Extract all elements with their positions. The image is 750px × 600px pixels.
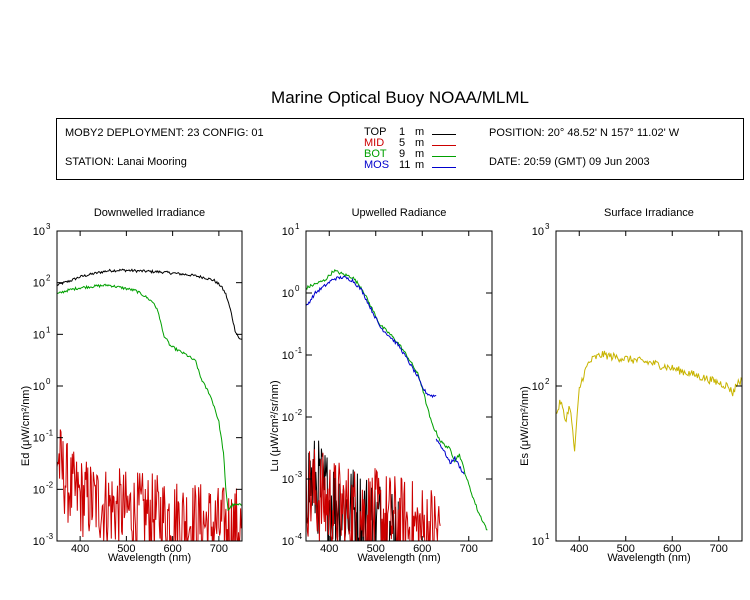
plot-panel: Downwelled Irradiance Wavelength (nm) Ed (… (20, 207, 243, 564)
x-tick-label: 600 (663, 543, 681, 555)
sensor-line-swatch (432, 167, 456, 168)
y-axis-label: Lu (μW/cm²/sr/nm) (269, 380, 281, 471)
x-tick-label: 700 (460, 543, 478, 555)
data-layer (306, 269, 488, 541)
series-line (556, 350, 742, 452)
y-tick-exponent: 1 (46, 325, 51, 334)
y-tick-label: 10 (282, 350, 294, 362)
sensor-depth: 1 (399, 126, 406, 138)
sensor-line-swatch (432, 145, 456, 146)
y-tick-exponent: 1 (295, 222, 300, 231)
plot-frame (305, 230, 493, 542)
x-tick-label: 400 (320, 543, 338, 555)
x-tick-label: 500 (617, 543, 635, 555)
y-axis-label: Ed (μW/cm²/nm) (20, 386, 32, 466)
y-tick-label: 10 (282, 412, 294, 424)
series-line (435, 438, 465, 475)
sensor-line-swatch (432, 134, 456, 135)
y-tick-label: 10 (33, 278, 45, 290)
sensor-name: BOT (364, 148, 387, 160)
x-axis-label: Wavelength (nm) (607, 552, 690, 564)
x-tick-label: 600 (413, 543, 431, 555)
y-tick-label: 10 (33, 536, 45, 548)
x-tick-label: 700 (710, 543, 728, 555)
panel-title: Downwelled Irradiance (94, 207, 205, 219)
y-tick-exponent: 2 (46, 274, 51, 283)
y-tick-exponent: 0 (295, 284, 300, 293)
y-tick-exponent: -4 (295, 532, 303, 541)
y-tick-exponent: 3 (545, 222, 550, 231)
x-axis-label: Wavelength (nm) (357, 552, 440, 564)
sensor-unit: m (415, 137, 425, 149)
plot-frame (555, 230, 743, 542)
data-layer (556, 350, 742, 452)
y-tick-exponent: -2 (295, 408, 303, 417)
sensor-unit: m (415, 126, 425, 138)
sensor-depth: 5 (399, 137, 406, 149)
series-line (306, 275, 437, 399)
data-layer (57, 268, 242, 541)
sensor-name: TOP (364, 126, 387, 138)
y-tick-label: 10 (282, 474, 294, 486)
x-tick-label: 700 (210, 543, 228, 555)
x-tick-label: 600 (163, 543, 181, 555)
y-tick-label: 10 (33, 329, 45, 341)
y-tick-label: 10 (33, 226, 45, 238)
series-line (57, 283, 242, 512)
deployment-text: MOBY2 DEPLOYMENT: 23 CONFIG: 01 (65, 127, 264, 139)
sensor-name: MID (364, 137, 385, 149)
y-tick-exponent: -1 (46, 429, 54, 438)
y-axis-label: Es (μW/cm²/nm) (519, 386, 531, 466)
date-text: DATE: 20:59 (GMT) 09 Jun 2003 (489, 156, 650, 168)
y-tick-exponent: 2 (545, 377, 550, 386)
series-line (306, 440, 399, 541)
panel-title: Upwelled Radiance (352, 207, 447, 219)
sensor-depth: 9 (399, 148, 406, 160)
y-tick-exponent: -1 (295, 346, 303, 355)
y-tick-label: 10 (282, 226, 294, 238)
x-tick-label: 400 (570, 543, 588, 555)
y-tick-exponent: -3 (46, 532, 54, 541)
y-tick-label: 10 (532, 226, 544, 238)
x-tick-label: 400 (71, 543, 89, 555)
plot-panel: Upwelled Radiance Wavelength (nm) Lu (μW/c… (269, 207, 493, 564)
x-axis-label: Wavelength (nm) (108, 552, 191, 564)
y-tick-exponent: 0 (46, 377, 51, 386)
series-line (57, 268, 242, 340)
x-tick-label: 500 (117, 543, 135, 555)
sensor-depth: 11 (399, 159, 411, 171)
y-tick-exponent: -2 (46, 480, 54, 489)
sensor-unit: m (415, 159, 425, 171)
panel-title: Surface Irradiance (604, 207, 694, 219)
y-tick-label: 10 (33, 381, 45, 393)
plot-panel: Surface Irradiance Wavelength (nm) Es (μW/… (519, 207, 743, 564)
y-tick-label: 10 (33, 433, 45, 445)
chart-title: Marine Optical Buoy NOAA/MLML (271, 88, 529, 107)
y-tick-exponent: 1 (545, 532, 550, 541)
station-text: STATION: Lanai Mooring (65, 156, 187, 168)
series-line (57, 429, 242, 541)
sensor-name: MOS (364, 159, 390, 171)
y-tick-label: 10 (282, 288, 294, 300)
plot-frame (56, 230, 243, 542)
position-text: POSITION: 20° 48.52' N 157° 11.02' W (489, 127, 680, 139)
y-tick-exponent: 3 (46, 222, 51, 231)
sensor-unit: m (415, 148, 425, 160)
y-tick-label: 10 (282, 536, 294, 548)
y-tick-exponent: -3 (295, 470, 303, 479)
y-tick-label: 10 (532, 536, 544, 548)
y-tick-label: 10 (532, 381, 544, 393)
x-tick-label: 500 (367, 543, 385, 555)
y-tick-label: 10 (33, 484, 45, 496)
sensor-line-swatch (432, 156, 456, 157)
series-line (306, 446, 441, 541)
info-panel: MOBY2 DEPLOYMENT: 23 CONFIG: 01 STATION:… (56, 118, 744, 180)
series-line (306, 269, 488, 531)
